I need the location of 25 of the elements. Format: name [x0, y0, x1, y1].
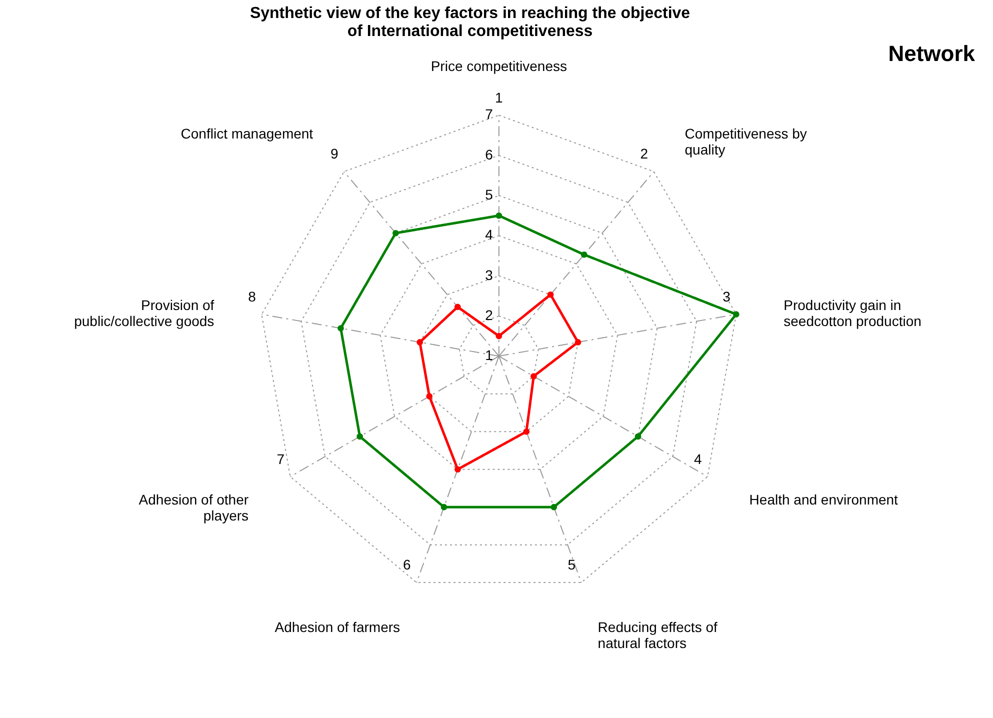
chart-subtitle: Network	[888, 41, 976, 66]
spoke-label: Competitiveness by quality	[684, 126, 807, 158]
y-tick-label: 5	[485, 186, 494, 203]
text: 8	[248, 288, 256, 304]
y-tick-label: 1	[485, 347, 494, 364]
text: 6	[402, 556, 411, 573]
spoke-label: Reducing effects of natural factors	[598, 618, 718, 651]
spoke-label: Health and environment	[749, 492, 898, 508]
spoke-label: Provision of public/collective goods	[74, 296, 214, 329]
y-tick-label: 2	[485, 306, 494, 323]
y-tick-label: 4	[485, 226, 494, 243]
spoke-label: Conflict management	[180, 126, 314, 142]
spoke-label: Price competitiveness	[430, 58, 567, 74]
spoke-label: Productivity gain in seedcotton production	[784, 296, 922, 329]
text: 9	[330, 146, 339, 162]
text: 2	[640, 146, 648, 162]
text: 3	[722, 288, 731, 304]
text: 4	[694, 450, 702, 467]
chart-title: Synthetic view of the key factors in reaching the objective of International competitiveness	[250, 5, 690, 40]
spoke-label: Adhesion of other players	[138, 492, 249, 524]
y-tick-label: 6	[485, 146, 494, 162]
y-tick-label: 3	[485, 266, 494, 283]
text: 1	[495, 89, 504, 106]
text: 5	[568, 556, 576, 573]
spoke-label: Adhesion of farmers	[274, 618, 400, 635]
